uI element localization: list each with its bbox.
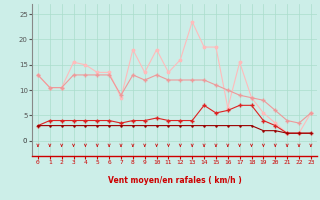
X-axis label: Vent moyen/en rafales ( km/h ): Vent moyen/en rafales ( km/h ): [108, 176, 241, 185]
Text: 0: 0: [23, 138, 27, 144]
